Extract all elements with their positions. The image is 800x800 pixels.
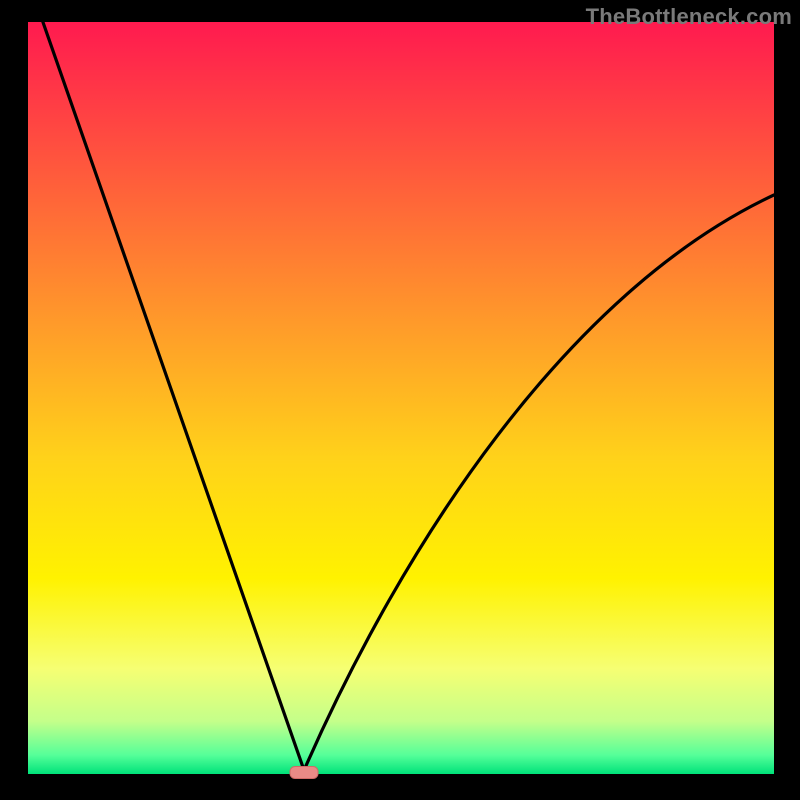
watermark-text: TheBottleneck.com [586,4,792,30]
chart-container: TheBottleneck.com [0,0,800,800]
min-marker [290,766,318,778]
plot-background [28,22,774,774]
bottleneck-chart [0,0,800,800]
